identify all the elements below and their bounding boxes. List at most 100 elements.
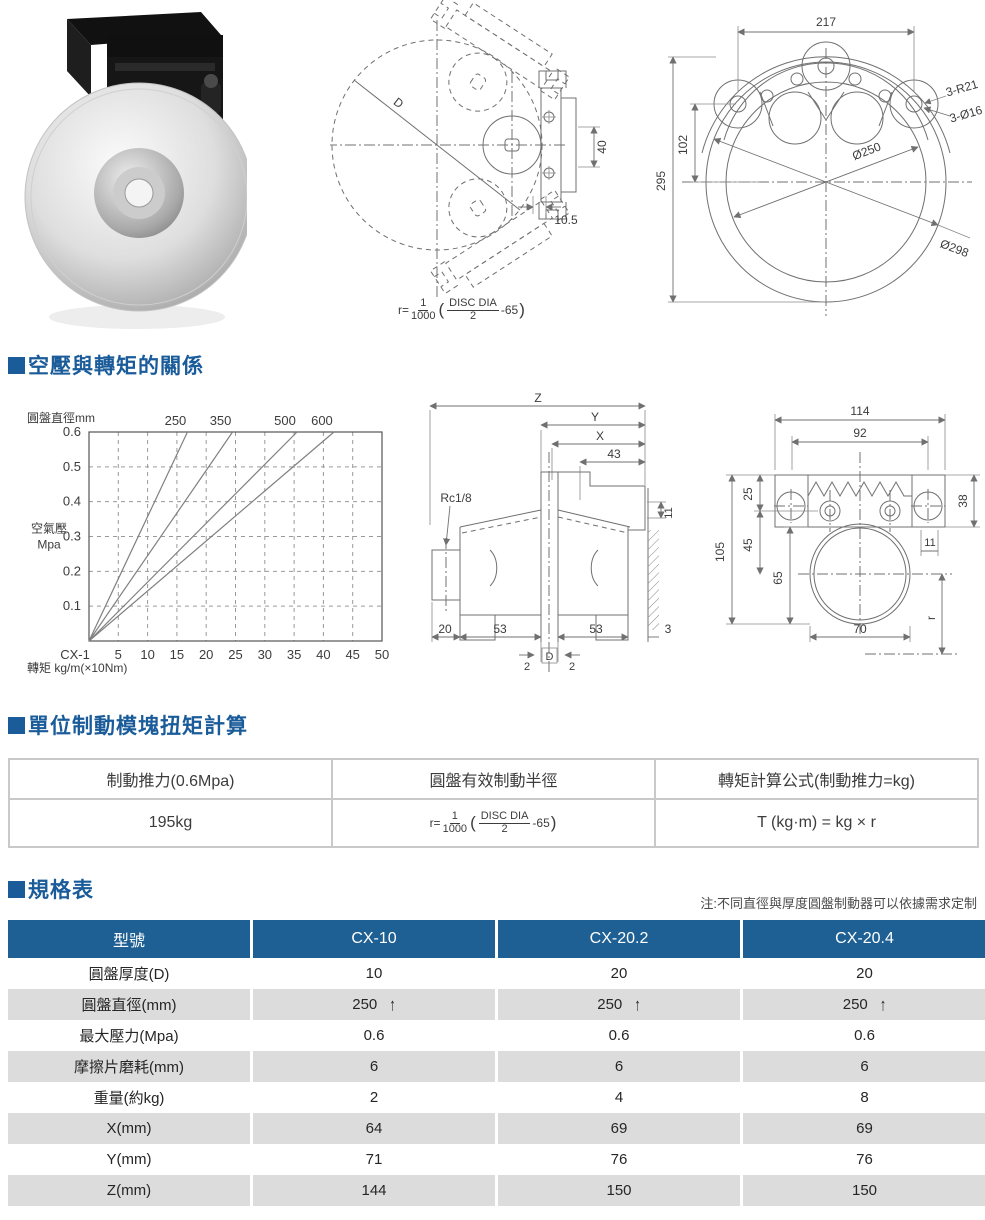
spec-cell-value: 69 xyxy=(498,1113,740,1144)
y-tick-label: 0.3 xyxy=(63,529,81,544)
table-row: 圓盤直徑(mm) 250 ↑ 250 ↑ 250 ↑ xyxy=(8,989,985,1020)
table-row: Z(mm) 144 150 150 xyxy=(8,1175,985,1206)
dim-217: 217 xyxy=(816,15,836,29)
table-row: 重量(約kg) 2 4 8 xyxy=(8,1082,985,1113)
section-bullet-icon xyxy=(8,880,25,898)
dim-70: 70 xyxy=(853,622,867,636)
product-photo xyxy=(24,12,247,329)
series-line-350 xyxy=(88,431,234,642)
spec-cell-value: 8 xyxy=(860,1089,869,1106)
dim-92: 92 xyxy=(853,426,867,440)
dim-11-side: 11 xyxy=(924,537,935,549)
formula-num: 1 xyxy=(418,297,429,311)
section-bullet-icon xyxy=(8,356,25,374)
spec-row-label: 圓盤厚度(D) xyxy=(88,966,170,983)
thrust-value: 195kg xyxy=(9,799,332,847)
x-tick-label: 15 xyxy=(170,647,184,662)
spec-cell-value: 150 xyxy=(498,1175,740,1206)
torque-header-radius: 圓盤有效制動半徑 xyxy=(332,759,655,799)
x-tick-label: 50 xyxy=(375,647,389,662)
spec-cell-value: 10 xyxy=(365,965,383,982)
table-row: 摩擦片磨耗(mm) 6 6 6 xyxy=(8,1051,985,1082)
spec-cell-value: 0.6 xyxy=(608,1027,630,1044)
section-title-text: 空壓與轉矩的關係 xyxy=(28,355,204,378)
x-tick-label: 10 xyxy=(140,647,154,662)
formula-den: 1000 xyxy=(442,822,468,835)
formula-frac-num: DISC DIA xyxy=(447,297,499,311)
series-line-250 xyxy=(88,431,188,642)
label-3-r21: 3-R21 xyxy=(944,77,980,100)
dim-105: 105 xyxy=(713,542,727,562)
torque-table-value-row: 195kg r= 1 1000 ( DISC DIA 2 -65 ) T (kg·m… xyxy=(9,799,978,847)
label-3-dia16: 3-Ø16 xyxy=(948,103,984,126)
dim-d-label: D xyxy=(391,95,407,112)
dim-45: 45 xyxy=(741,538,755,552)
spec-row-label: 圓盤直徑(mm) xyxy=(8,989,250,1020)
plan-view-drawing: D 40 10.5 xyxy=(330,0,609,303)
formula-close-paren: ) xyxy=(550,813,557,832)
spec-cell-value: 6 xyxy=(498,1051,740,1082)
table-row: 圓盤厚度(D) 10 20 20 xyxy=(8,958,985,989)
spec-cell-value: 20 xyxy=(856,965,873,982)
spec-table-header-row: 型號 CX-10 CX-20.2 CX-20.4 xyxy=(8,920,985,958)
spec-cell-value: 250 ↑ xyxy=(743,989,985,1020)
dim-y: Y xyxy=(591,410,599,424)
dia-298: Ø298 xyxy=(938,236,971,260)
spec-cell-value: 144 xyxy=(253,1175,495,1206)
formula-frac-num: DISC DIA xyxy=(478,809,531,824)
dim-2-right: 2 xyxy=(569,661,575,673)
y-tick-label: 0.2 xyxy=(63,563,81,578)
torque-header-formula: 轉矩計算公式(制動推力=kg) xyxy=(655,759,978,799)
dim-114: 114 xyxy=(850,404,869,418)
side-view-drawing: 114 92 105 25 45 65 xyxy=(713,404,980,655)
y-tick-label: 0.1 xyxy=(63,598,81,613)
series-label-350: 350 xyxy=(210,413,232,428)
spec-cell-value: 4 xyxy=(614,1089,624,1106)
x-tick-label: 20 xyxy=(199,647,213,662)
x-tick-label: 40 xyxy=(316,647,330,662)
table-row: Y(mm) 71 76 76 xyxy=(8,1144,985,1175)
dim-11: 11 xyxy=(663,507,675,518)
dim-38: 38 xyxy=(956,494,970,508)
formula-tail: -65 xyxy=(500,303,519,318)
series-label-250: 250 xyxy=(165,413,187,428)
formula-den: 1000 xyxy=(411,309,436,322)
dim-10-5: 10.5 xyxy=(554,213,578,227)
dim-20: 20 xyxy=(438,622,452,636)
dim-53-left: 53 xyxy=(493,622,507,636)
spec-cell-value: 64 xyxy=(253,1113,495,1144)
spec-cell-value: 6 xyxy=(743,1051,985,1082)
series-label-600: 600 xyxy=(311,413,333,428)
section-title-text: 單位制動模塊扭矩計算 xyxy=(28,715,248,738)
spec-header-model: 型號 xyxy=(8,920,250,958)
spec-cell-value: 250 ↑ xyxy=(253,989,495,1020)
spec-row-label: 摩擦片磨耗(mm) xyxy=(8,1051,250,1082)
formula-open-paren: ( xyxy=(470,813,476,832)
formula-lead: r= xyxy=(429,816,441,830)
spec-cell-value: 76 xyxy=(856,1151,873,1168)
dim-295: 295 xyxy=(654,171,668,191)
label-rc18: Rc1/8 xyxy=(440,491,472,505)
y-tick-label: 0.6 xyxy=(63,424,81,439)
x-tick-label: 45 xyxy=(345,647,359,662)
spec-cell-value: 20 xyxy=(610,965,628,982)
formula-open-paren: ( xyxy=(438,300,445,320)
x-origin-label: CX-1 xyxy=(60,647,90,662)
spec-table-body: 圓盤厚度(D) 10 20 20 圓盤直徑(mm) 250 ↑ 250 ↑ 250 ↑ 最大壓力(Mp… xyxy=(8,958,985,1206)
spec-cell-value: 2 xyxy=(369,1089,379,1106)
torque-table-header-row: 制動推力(0.6Mpa) 圓盤有效制動半徑 轉矩計算公式(制動推力=kg) xyxy=(9,759,978,799)
formula-tail: -65 xyxy=(532,816,550,830)
chart-title-disc-diameter: 圓盤直徑mm xyxy=(27,411,95,425)
spec-row-label: 重量(約kg) xyxy=(93,1090,165,1107)
spec-table: 型號 CX-10 CX-20.2 CX-20.4 圓盤厚度(D) 10 20 20 圓盤直徑(… xyxy=(8,920,985,1206)
dim-z: Z xyxy=(534,391,541,405)
dim-2-left: 2 xyxy=(524,661,530,673)
series-line-500 xyxy=(88,431,298,642)
spec-cell-value: 150 xyxy=(743,1175,985,1206)
y-tick-label: 0.4 xyxy=(63,494,81,509)
up-arrow-icon: ↑ xyxy=(634,994,641,1015)
torque-formula-value: T (kg·m) = kg × r xyxy=(655,799,978,847)
front-view-drawing: 217 295 102 Ø250 Ø298 3-R21 3-Ø16 xyxy=(654,15,984,316)
table-row: X(mm) 64 69 69 xyxy=(8,1113,985,1144)
